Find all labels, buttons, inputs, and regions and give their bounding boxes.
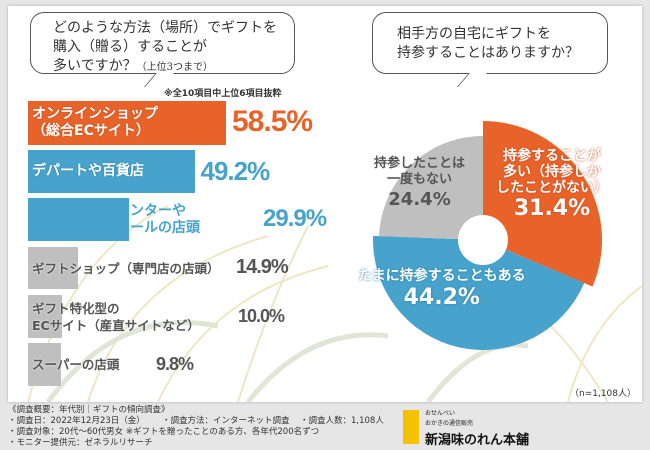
pie-label-line: 持参したことは [374, 156, 466, 171]
bar-label-line: スーパーの店頭 [32, 357, 120, 372]
bar [28, 150, 195, 193]
bar-label-line: ショッピングセンターや [32, 202, 186, 219]
logo-name: 新潟味のれん本舗 [425, 433, 530, 448]
bar-value: 9.8% [156, 353, 194, 374]
right-question-bubble: 相手方の自宅にギフトを 持参することはありますか？ [372, 12, 608, 74]
bar-label-line: （総合ECサイト） [32, 123, 150, 139]
left-question-bubble: どのような方法（場所）でギフトを 購入（贈る）することが 多いですか？（上位3つ… [30, 12, 295, 74]
pie-label-line: 持参することが [503, 148, 601, 164]
bar-value: 49.2% [200, 155, 271, 186]
footer-item: ・調査方法：インターネット調査 [162, 416, 290, 426]
pie-slice [483, 121, 602, 287]
logo-tagline: おせんべい [425, 410, 456, 417]
bar-value: 10.0% [238, 305, 285, 326]
bar-label: ショッピングセンターや ショッピングモールの店頭 [32, 203, 200, 237]
bar-label-line: ギフト特化型の [32, 300, 120, 316]
pie-label-line: 一度もない [387, 172, 453, 187]
bar [28, 295, 62, 338]
pie-value: 31.4% [513, 196, 591, 221]
pie-label-line: たまに持参することもある [358, 268, 526, 284]
bar-label: ギフトショップ（専門店の店頭） [32, 260, 220, 277]
question-line: 持参することはありますか？ [397, 45, 579, 61]
question-line: 多いですか？ [53, 58, 137, 74]
pie-slice [379, 136, 483, 240]
footer-item: ・調査日：2022年12月23日（金） [8, 416, 145, 426]
bar [28, 247, 79, 289]
bar-label: ギフト特化型の ECサイト（産直サイトなど） [32, 300, 200, 334]
donut-chart [373, 121, 602, 351]
logo-tagline: おかきの通信販売 [425, 420, 474, 427]
logo-mark [403, 410, 419, 444]
footer-item: ・調査対象：20代～60代男女 ※ギフトを贈ったことのある方、各年代200名ずつ [8, 427, 320, 437]
footer-title: 《調査概要：年代別｜ギフトの傾向調査》 [8, 405, 170, 415]
bar-label: スーパーの店頭 [32, 356, 119, 373]
question-line: どのような方法（場所）でギフトを [53, 20, 277, 36]
footer-item: ・モニター提供元：ゼネラルリサーチ [8, 438, 153, 448]
bar-label-line: ECサイト（産直サイトなど） [32, 317, 200, 333]
bar-label-line: オンラインショップ [32, 106, 158, 122]
infographic-card: どのような方法（場所）でギフトを 購入（贈る）することが 多いですか？（上位3つ… [8, 6, 642, 402]
pie-value: 24.4% [388, 189, 451, 210]
pie-value: 44.2% [403, 285, 480, 310]
pie-label-line: したことがない） [496, 180, 608, 196]
question-line: 購入（贈る）することが [53, 39, 207, 55]
bar-label: デパートや百貨店 [32, 163, 144, 180]
pie-label-never: 持参したことは 一度もない 24.4% [374, 156, 465, 212]
question-line: 相手方の自宅にギフトを [397, 26, 551, 42]
pie-label-line: 多い（持参しか [503, 164, 601, 180]
bar [28, 198, 130, 241]
bar-label-line: デパートや百貨店 [32, 163, 144, 179]
pie-label-often: 持参することが 多い（持参しか したことがない） 31.4% [496, 148, 608, 222]
question-note: （上位3つまで） [136, 62, 213, 73]
pie-slice [373, 235, 585, 351]
bar-label: オンラインショップ （総合ECサイト） [32, 106, 158, 140]
bar-value: 14.9% [236, 256, 289, 278]
sample-size: （n=1,108人） [569, 389, 636, 399]
bar-value: 29.9% [263, 205, 327, 233]
subset-note: ※全10項目中上位6項目抜粋 [164, 89, 282, 99]
bar-label-line: ショッピングモールの店頭 [32, 219, 200, 236]
donut-hole [458, 215, 508, 265]
bar-label-line: ギフトショップ（専門店の店頭） [32, 260, 220, 276]
pie-label-sometimes: たまに持参することもある 44.2% [358, 268, 526, 312]
footer-item: ・調査人数：1,108人 [300, 416, 384, 426]
bar-value: 58.5% [232, 105, 313, 138]
bar [28, 343, 62, 386]
grass-background [27, 205, 642, 402]
bar [28, 101, 226, 145]
